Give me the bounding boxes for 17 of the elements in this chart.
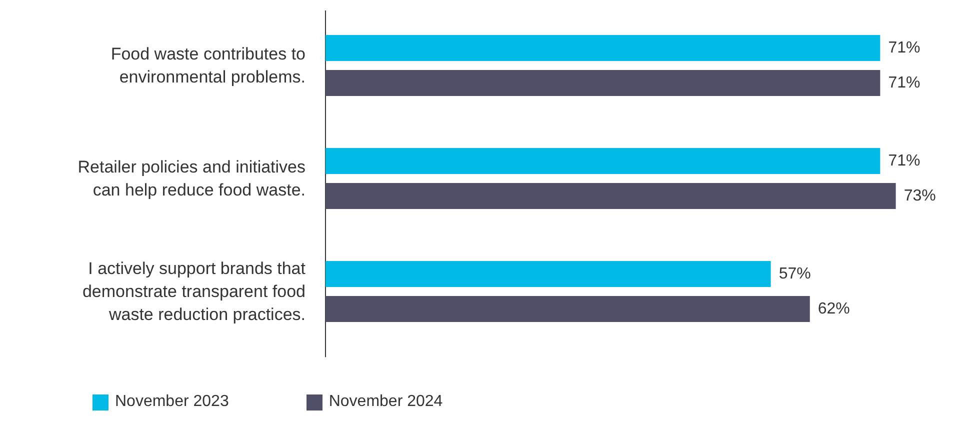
bar — [326, 183, 896, 210]
bar — [326, 296, 810, 322]
data-label: 71% — [888, 40, 920, 57]
data-label: 73% — [904, 188, 936, 205]
data-label: 62% — [818, 300, 850, 318]
bar — [326, 70, 880, 96]
legend-label: November 2023 — [115, 393, 229, 411]
y-tick-label: I actively support brands that demonstrate transparent food waste reduction practices. — [82, 259, 306, 324]
bar — [326, 35, 880, 62]
legend-label: November 2024 — [328, 393, 443, 411]
y-tick-label: Food waste contributes to environmental problems. — [110, 44, 306, 86]
data-label: 71% — [888, 74, 920, 92]
data-label: 57% — [778, 266, 811, 283]
bar — [326, 261, 771, 288]
bar — [326, 148, 880, 174]
y-tick-label: Retailer policies and initiatives can help reduce food waste. — [78, 158, 306, 200]
data-label: 71% — [888, 152, 920, 170]
